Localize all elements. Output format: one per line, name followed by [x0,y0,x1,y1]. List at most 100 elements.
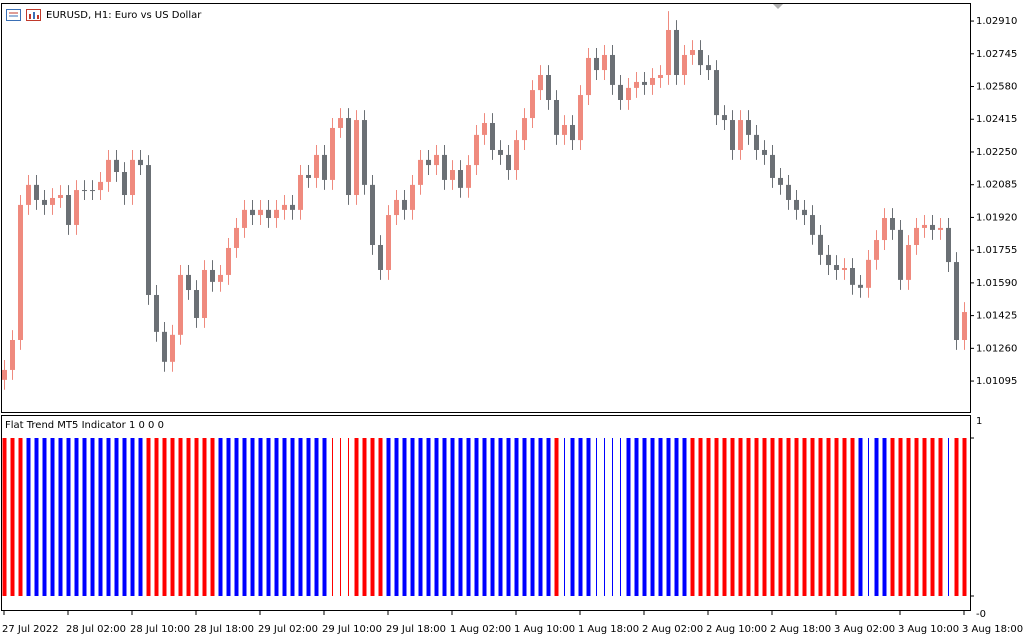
indicator-bar [778,438,783,596]
indicator-bar [242,438,247,596]
indicator-bar [114,438,119,596]
candle-body [874,240,879,260]
candle-body [234,227,239,248]
indicator-bar [194,438,199,596]
indicator-bar [666,438,671,596]
candle-body [458,170,463,188]
candle-body [906,244,911,280]
indicator-bar [604,438,605,596]
candle-body [178,274,183,335]
indicator-bar [66,438,71,596]
indicator-bar [298,438,303,596]
candle-body [10,340,15,370]
candle-body [578,95,583,141]
indicator-bar [948,438,949,596]
indicator-bar [258,438,263,596]
candle-body [898,229,903,280]
indicator-bar [202,438,207,596]
indicator-bar [658,438,663,596]
candle-body [570,124,575,141]
y-tick-label: 1.01755 [976,245,1017,256]
icon-list[interactable] [6,9,21,21]
candle-body [218,274,223,282]
candle-body [26,184,31,205]
indicator-bar [26,438,31,596]
candle-body [938,227,943,230]
candle-body [866,259,871,288]
candle-body [746,120,751,135]
candle-body [114,159,119,172]
x-tick-label: 1 Aug 10:00 [514,624,575,635]
candle-body [2,369,7,380]
candle-body [522,118,527,141]
candle-body [298,174,303,210]
indicator-title: Flat Trend MT5 Indicator 1 0 0 0 [5,420,164,431]
candle-body [826,254,831,266]
candle-body [402,199,407,210]
indicator-bar [818,438,823,596]
x-tick-label: 2 Aug 18:00 [770,624,831,635]
indicator-bar [626,438,631,596]
indicator-bar [402,438,407,596]
candle-body [850,268,855,285]
y-tick-label: 1.01095 [976,376,1017,387]
candle-body [466,165,471,188]
icon-bar [37,15,39,19]
candle-body [194,290,199,318]
candle-body [730,120,735,150]
candle-body [98,181,103,191]
indicator-bar [426,438,431,596]
candle-body [154,294,159,332]
x-tick-label: 1 Aug 18:00 [578,624,639,635]
x-tick-label: 28 Jul 10:00 [130,624,190,635]
candle-body [626,87,631,100]
indicator-bar [546,438,551,596]
candle-body [754,134,759,150]
indicator-bar [2,438,7,596]
candle-body [122,172,127,196]
candle-body [370,184,375,245]
candle-body [834,265,839,270]
y-tick-label: 1.02580 [976,82,1017,93]
candle-body [490,123,495,150]
candle-body [82,190,87,192]
candle-body [658,75,663,78]
x-tick-label: 2 Aug 02:00 [642,624,703,635]
indicator-bar [74,438,79,596]
indicator-bar [50,438,55,596]
candle-body [282,204,287,210]
candle-body [610,54,615,85]
indicator-bar [90,438,95,596]
candle-body [450,170,455,180]
candle-body [274,209,279,219]
indicator-bar [762,438,767,596]
indicator-bar [322,438,327,596]
candle-body [74,190,79,225]
candle-body [946,227,951,263]
candle-body [562,124,567,135]
candle-body [90,190,95,192]
indicator-bar [378,438,383,596]
candle-body [266,209,271,219]
candle-body [786,184,791,200]
shift-marker[interactable] [773,4,783,9]
indicator-bar [538,438,543,596]
candle-body [442,154,447,180]
x-tick-label: 28 Jul 02:00 [66,624,126,635]
indicator-bar [596,438,597,596]
candle-body [162,331,167,362]
indicator-bar [850,438,855,596]
candle-body [306,174,311,178]
indicator-bar [418,438,423,596]
indicator-bar [442,438,447,596]
candle-body [546,75,551,100]
indicator-bar [498,438,503,596]
indicator-bar [178,438,183,596]
indicator-bar [578,438,583,596]
candle-body [410,184,415,210]
y-tick-label: 1.01260 [976,343,1017,354]
indicator-bar [922,438,927,596]
indicator-bar [130,438,135,596]
x-tick-label: 29 Jul 18:00 [386,624,446,635]
x-tick-label: 3 Aug 02:00 [834,624,895,635]
